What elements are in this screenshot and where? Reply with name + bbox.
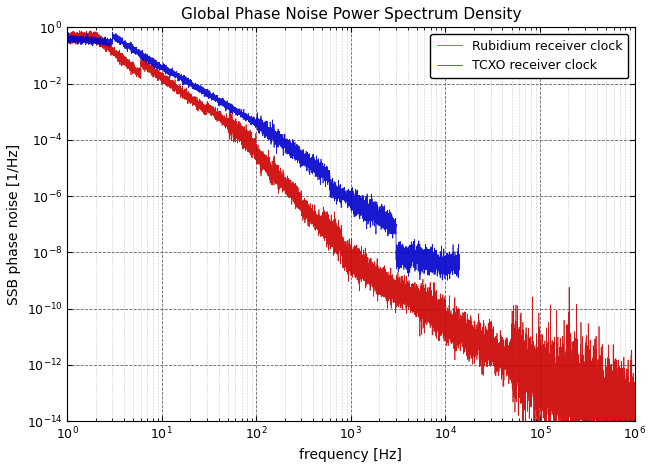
TCXO receiver clock	[375, 214, 383, 219]
Legend: Rubidium receiver clock, TCXO receiver clock: Rubidium receiver clock, TCXO receiver c…	[430, 33, 628, 78]
TCXO receiver clock	[443, 277, 451, 283]
Rubidium receiver clock	[319, 228, 326, 234]
TCXO receiver clock	[296, 156, 304, 161]
Rubidium receiver clock	[572, 423, 580, 428]
Title: Global Phase Noise Power Spectrum Density: Global Phase Noise Power Spectrum Densit…	[181, 7, 521, 22]
TCXO receiver clock	[83, 37, 91, 42]
Rubidium receiver clock	[63, 37, 71, 43]
TCXO receiver clock	[63, 36, 71, 42]
TCXO receiver clock	[313, 166, 321, 171]
TCXO receiver clock	[108, 30, 116, 35]
Rubidium receiver clock	[556, 335, 564, 341]
Rubidium receiver clock	[631, 433, 639, 439]
TCXO receiver clock	[456, 257, 464, 263]
Line: Rubidium receiver clock: Rubidium receiver clock	[67, 30, 635, 469]
Rubidium receiver clock	[425, 310, 433, 315]
TCXO receiver clock	[355, 204, 362, 209]
Line: TCXO receiver clock: TCXO receiver clock	[67, 32, 460, 280]
TCXO receiver clock	[206, 91, 214, 97]
Y-axis label: SSB phase noise [1/Hz]: SSB phase noise [1/Hz]	[7, 144, 21, 305]
Rubidium receiver clock	[623, 381, 631, 387]
Rubidium receiver clock	[629, 408, 637, 413]
Rubidium receiver clock	[76, 28, 84, 33]
X-axis label: frequency [Hz]: frequency [Hz]	[300, 448, 402, 462]
